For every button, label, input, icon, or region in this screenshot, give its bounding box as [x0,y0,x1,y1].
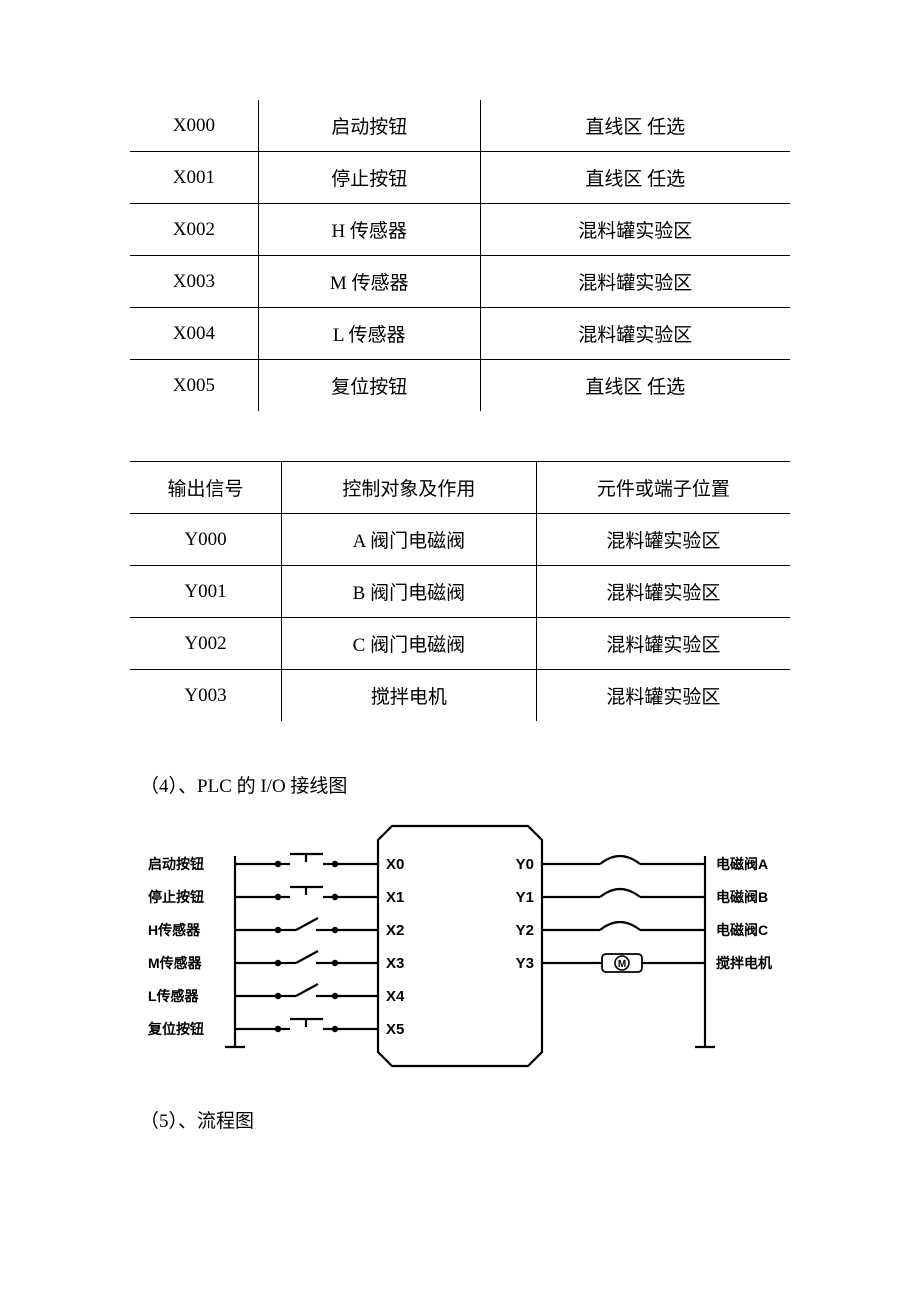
svg-text:电磁阀A: 电磁阀A [716,856,768,872]
table-cell: 启动按钮 [258,100,480,152]
table-header-cell: 输出信号 [130,462,282,514]
table-row: Y003搅拌电机混料罐实验区 [130,670,790,722]
table-header-cell: 元件或端子位置 [536,462,790,514]
table-row: Y000A 阀门电磁阀混料罐实验区 [130,514,790,566]
table-cell: B 阀门电磁阀 [282,566,537,618]
svg-text:X5: X5 [386,1021,404,1038]
table-cell: X002 [130,204,258,256]
svg-text:电磁阀C: 电磁阀C [716,922,768,938]
table-cell: 混料罐实验区 [536,514,790,566]
table-cell: 混料罐实验区 [480,308,790,360]
svg-text:电磁阀B: 电磁阀B [716,889,768,905]
svg-text:X1: X1 [386,889,404,906]
plc-io-wiring-diagram: 启动按钮 X0 停止按钮 X1 H传感器 X2 M传感器 X3 L传感器 X4 复位按钮 X5 Y0 电磁… [130,816,790,1076]
table-cell: 直线区 任选 [480,152,790,204]
table-cell: 搅拌电机 [282,670,537,722]
table-cell: A 阀门电磁阀 [282,514,537,566]
table-cell: 混料罐实验区 [480,204,790,256]
input-signal-table: X000启动按钮直线区 任选X001停止按钮直线区 任选X002H 传感器混料罐… [130,100,790,411]
table-cell: 复位按钮 [258,360,480,412]
table-cell: C 阀门电磁阀 [282,618,537,670]
table-cell: Y002 [130,618,282,670]
table-row: X005复位按钮直线区 任选 [130,360,790,412]
svg-text:X4: X4 [386,988,405,1005]
svg-text:搅拌电机: 搅拌电机 [716,955,772,971]
svg-text:H传感器: H传感器 [148,922,201,938]
table-cell: Y000 [130,514,282,566]
table-cell: 直线区 任选 [480,360,790,412]
table-header-cell: 控制对象及作用 [282,462,537,514]
svg-text:L传感器: L传感器 [148,988,200,1004]
table-cell: H 传感器 [258,204,480,256]
table-cell: 混料罐实验区 [536,670,790,722]
table-row: X000启动按钮直线区 任选 [130,100,790,152]
section5-heading: （5）、流程图 [140,1106,790,1133]
svg-text:X3: X3 [386,955,404,972]
svg-text:停止按钮: 停止按钮 [148,889,204,905]
svg-text:X0: X0 [386,856,404,873]
table-cell: L 传感器 [258,308,480,360]
table-cell: 停止按钮 [258,152,480,204]
table-row: X002H 传感器混料罐实验区 [130,204,790,256]
table-cell: X005 [130,360,258,412]
table-header-row: 输出信号控制对象及作用元件或端子位置 [130,462,790,514]
svg-text:复位按钮: 复位按钮 [147,1021,204,1037]
table-row: X001停止按钮直线区 任选 [130,152,790,204]
table-cell: 混料罐实验区 [536,566,790,618]
table-cell: Y003 [130,670,282,722]
svg-text:Y0: Y0 [516,856,534,873]
table-row: X003M 传感器混料罐实验区 [130,256,790,308]
table-cell: 混料罐实验区 [536,618,790,670]
section4-heading: （4）、PLC 的 I/O 接线图 [140,771,790,798]
svg-text:M传感器: M传感器 [148,955,203,971]
table-cell: 直线区 任选 [480,100,790,152]
table-row: Y002C 阀门电磁阀混料罐实验区 [130,618,790,670]
table-row: Y001B 阀门电磁阀混料罐实验区 [130,566,790,618]
svg-text:启动按钮: 启动按钮 [148,856,204,872]
svg-text:Y1: Y1 [516,889,534,906]
table-cell: 混料罐实验区 [480,256,790,308]
table-cell: Y001 [130,566,282,618]
svg-text:M: M [618,959,626,970]
output-signal-table: 输出信号控制对象及作用元件或端子位置Y000A 阀门电磁阀混料罐实验区Y001B… [130,461,790,721]
svg-text:Y3: Y3 [516,955,534,972]
table-cell: X000 [130,100,258,152]
svg-text:X2: X2 [386,922,404,939]
svg-text:Y2: Y2 [516,922,534,939]
table-row: X004L 传感器混料罐实验区 [130,308,790,360]
table-cell: M 传感器 [258,256,480,308]
table-cell: X001 [130,152,258,204]
table-cell: X004 [130,308,258,360]
table-cell: X003 [130,256,258,308]
